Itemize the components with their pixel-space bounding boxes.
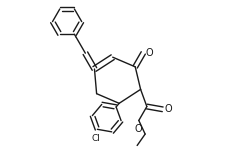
Text: Cl: Cl [92, 134, 101, 143]
Text: O: O [165, 104, 172, 114]
Text: O: O [146, 48, 154, 58]
Text: O: O [135, 124, 143, 134]
